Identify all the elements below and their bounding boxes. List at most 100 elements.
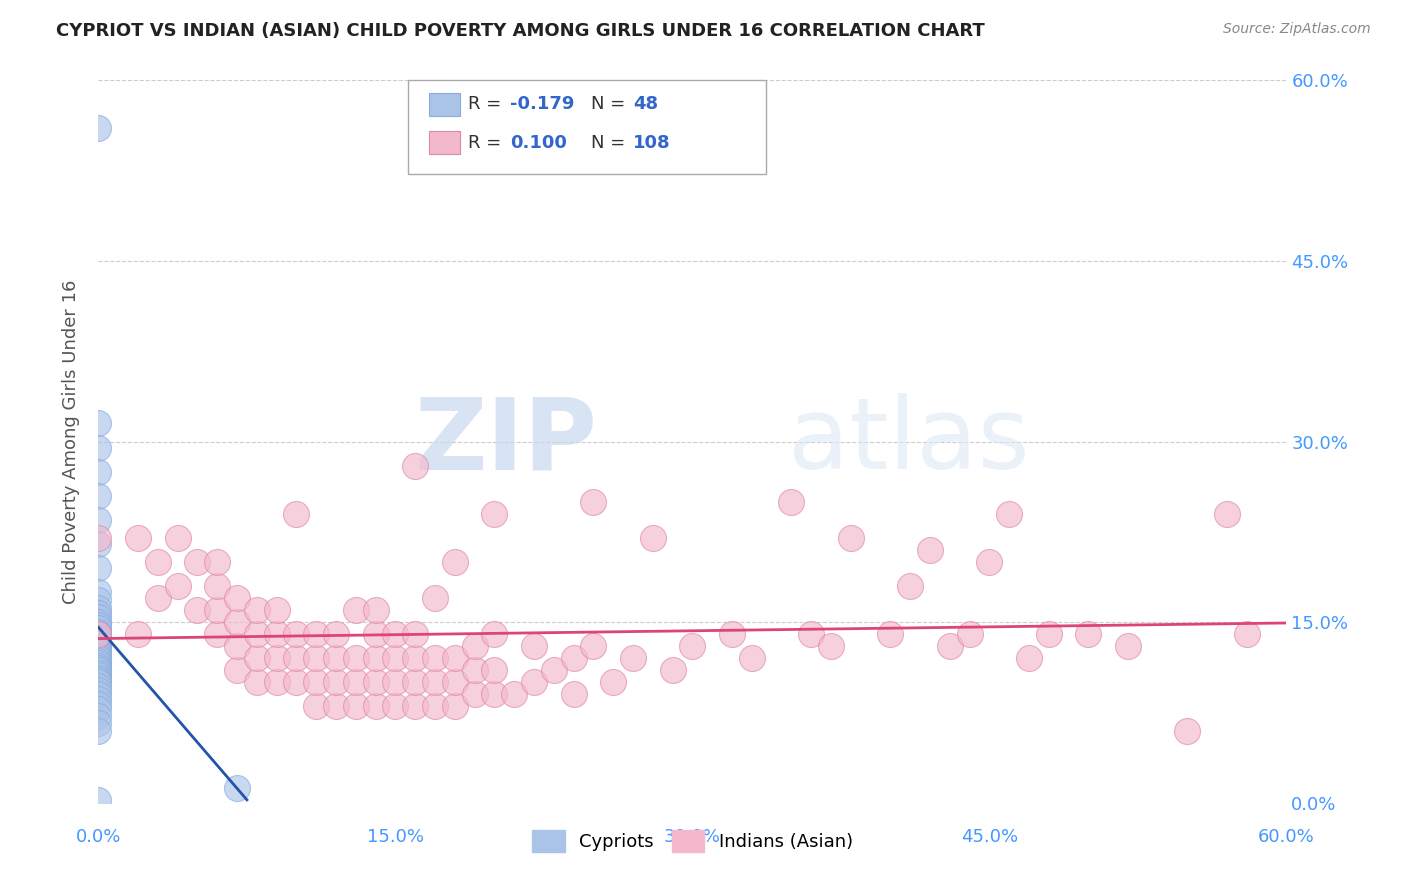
Point (87, 639, 110, 653)
Point (1077, 627, 1099, 641)
Point (205, 555, 228, 569)
Point (186, 555, 208, 569)
Point (444, 555, 467, 569)
Point (344, 651, 367, 665)
Point (780, 494, 803, 508)
Point (364, 675, 387, 690)
Point (305, 675, 328, 690)
Text: 0.0%: 0.0% (76, 828, 121, 846)
Point (325, 627, 347, 641)
Point (186, 603, 208, 617)
Point (166, 531, 188, 545)
Point (621, 651, 644, 665)
Point (305, 699, 328, 714)
Point (87, 641, 110, 656)
Point (741, 651, 763, 665)
Point (898, 579, 921, 593)
Point (285, 675, 308, 690)
Point (266, 651, 288, 665)
Point (325, 699, 347, 714)
Point (246, 627, 269, 641)
Point (146, 591, 169, 605)
Point (87, 673, 110, 687)
Point (404, 458, 426, 473)
Point (939, 639, 962, 653)
Point (820, 639, 842, 653)
Point (87, 648, 110, 663)
Point (444, 699, 467, 714)
Text: atlas: atlas (787, 393, 1029, 490)
Point (87, 665, 110, 680)
Point (87, 654, 110, 668)
Legend: Cypriots, Indians (Asian): Cypriots, Indians (Asian) (524, 822, 860, 859)
Point (404, 675, 426, 690)
Point (879, 627, 901, 641)
Point (87, 647, 110, 661)
Point (87, 617, 110, 632)
Point (266, 627, 288, 641)
Text: R =: R = (468, 134, 508, 152)
Point (1177, 723, 1199, 738)
Point (305, 651, 328, 665)
Point (87, 661, 110, 675)
Point (998, 507, 1021, 521)
Point (87, 664, 110, 678)
Point (979, 555, 1001, 569)
Point (87, 593, 110, 607)
Point (582, 494, 605, 508)
Point (1116, 639, 1139, 653)
Point (226, 664, 249, 678)
Point (205, 603, 228, 617)
Point (325, 651, 347, 665)
Point (404, 651, 426, 665)
Point (721, 627, 744, 641)
Text: Source: ZipAtlas.com: Source: ZipAtlas.com (1223, 22, 1371, 37)
Point (384, 675, 406, 690)
Point (127, 627, 149, 641)
Point (523, 675, 546, 690)
Point (87, 682, 110, 697)
Point (364, 651, 387, 665)
Point (87, 644, 110, 658)
Point (305, 627, 328, 641)
Point (681, 639, 703, 653)
Point (423, 699, 446, 714)
Point (87, 675, 110, 690)
Point (87, 793, 110, 807)
Point (423, 591, 446, 605)
Point (344, 675, 367, 690)
Point (87, 716, 110, 731)
Point (87, 637, 110, 651)
Point (87, 627, 110, 641)
Y-axis label: Child Poverty Among Girls Under 16: Child Poverty Among Girls Under 16 (62, 279, 80, 604)
Point (87, 624, 110, 639)
Point (226, 639, 249, 653)
Point (444, 651, 467, 665)
Point (344, 603, 367, 617)
Point (146, 555, 169, 569)
Point (87, 651, 110, 665)
Point (87, 600, 110, 615)
Point (444, 675, 467, 690)
Point (87, 627, 110, 641)
Point (484, 687, 506, 701)
Point (87, 585, 110, 599)
Text: 0.100: 0.100 (510, 134, 567, 152)
Point (87, 656, 110, 670)
Point (87, 489, 110, 503)
Text: 45.0%: 45.0% (960, 828, 1018, 846)
Point (364, 699, 387, 714)
Point (226, 591, 249, 605)
Point (87, 692, 110, 706)
Point (87, 465, 110, 479)
Point (246, 675, 269, 690)
Point (246, 651, 269, 665)
Point (384, 627, 406, 641)
Point (959, 627, 981, 641)
Point (87, 121, 110, 136)
Point (87, 697, 110, 711)
Point (87, 441, 110, 455)
Point (464, 664, 486, 678)
Text: 108: 108 (633, 134, 671, 152)
Point (1236, 627, 1258, 641)
